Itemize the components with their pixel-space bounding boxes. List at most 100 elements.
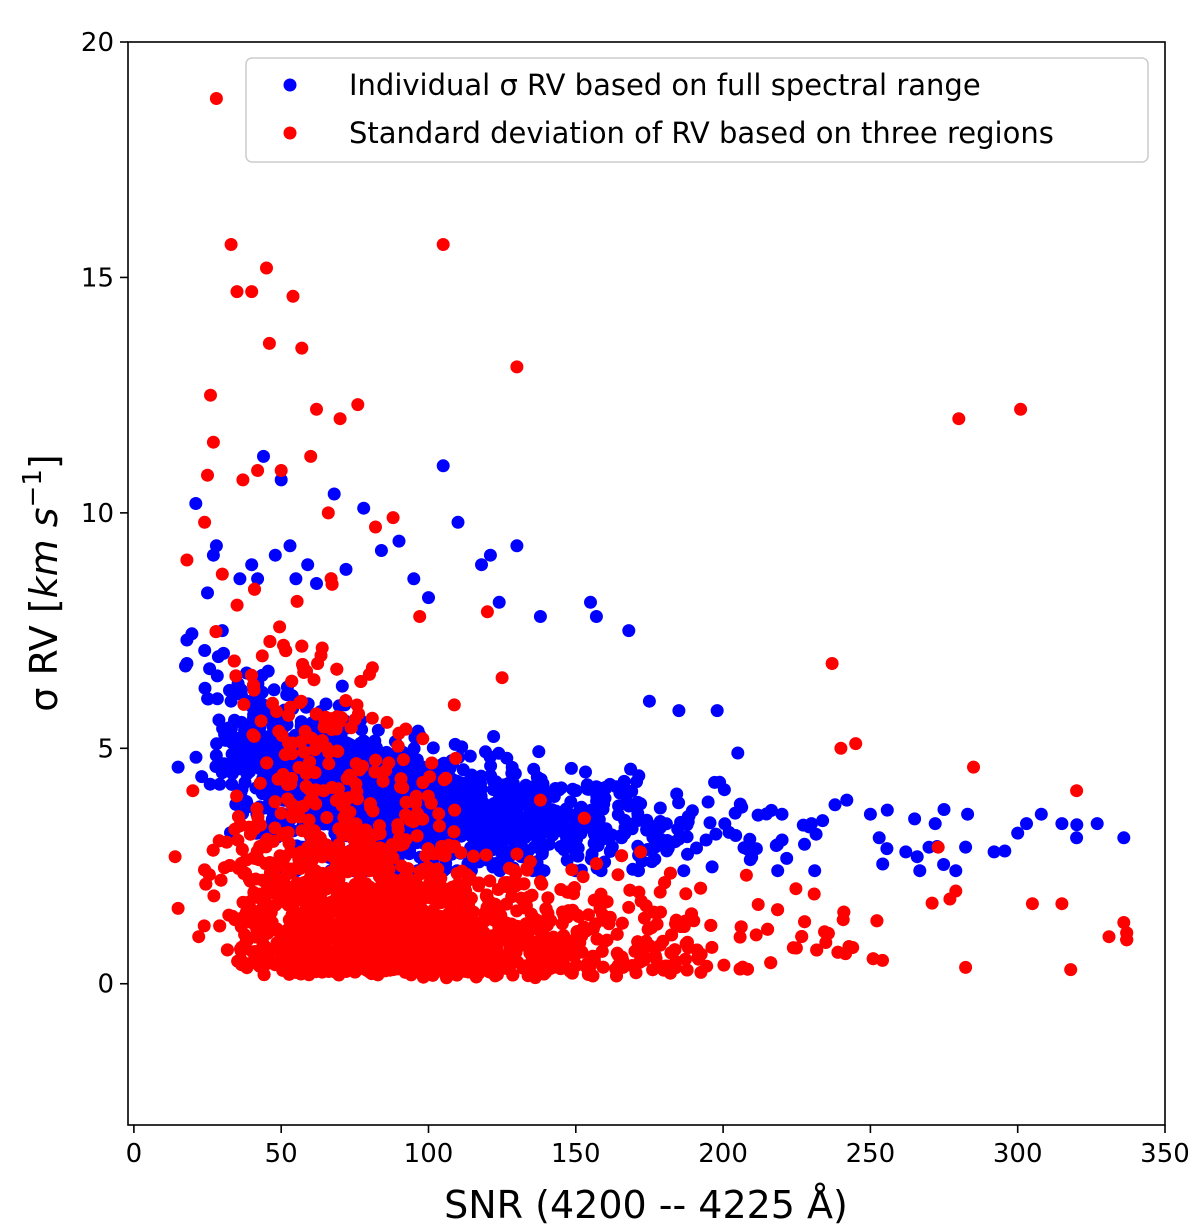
x-tick-label: 0 <box>126 1139 143 1169</box>
red-point <box>320 811 334 824</box>
red-point <box>425 756 439 770</box>
y-tick-label: 10 <box>81 499 114 529</box>
red-point <box>432 819 446 833</box>
red-point <box>647 905 661 919</box>
blue-point-outlier <box>339 562 353 576</box>
blue-point-outlier <box>189 497 203 510</box>
blue-point <box>218 728 232 741</box>
red-point <box>577 811 591 825</box>
red-point <box>389 918 403 932</box>
red-point <box>314 918 328 932</box>
y-axis-label-main: σ RV [ <box>22 598 66 711</box>
blue-point <box>226 767 239 780</box>
blue-point <box>880 803 894 817</box>
red-point <box>653 938 667 952</box>
red-point <box>334 921 348 935</box>
blue-point-outlier <box>327 487 341 501</box>
red-point-outlier <box>171 901 185 915</box>
red-point <box>717 958 731 972</box>
red-point <box>223 859 237 872</box>
blue-point <box>949 864 963 878</box>
red-point <box>365 965 379 979</box>
red-point <box>680 963 694 977</box>
blue-point <box>653 801 667 815</box>
blue-point <box>461 775 475 789</box>
red-point <box>522 935 536 949</box>
blue-point <box>458 788 472 802</box>
red-point <box>446 967 460 981</box>
red-point <box>368 895 382 909</box>
blue-point <box>253 746 267 760</box>
red-point <box>260 875 274 889</box>
red-point <box>255 649 269 663</box>
red-point <box>317 720 331 734</box>
blue-point <box>639 816 653 830</box>
blue-point <box>189 750 203 764</box>
red-point-outlier <box>1070 784 1084 798</box>
blue-point-outlier <box>233 572 247 586</box>
red-point <box>510 847 524 861</box>
red-point-outlier <box>436 238 450 251</box>
red-point <box>313 936 327 950</box>
blue-point <box>937 858 951 871</box>
red-point <box>507 863 521 877</box>
red-point <box>637 950 651 964</box>
red-point <box>443 919 457 933</box>
blue-point <box>654 820 667 834</box>
red-point-outlier <box>369 520 382 534</box>
red-point <box>330 710 344 724</box>
red-point <box>539 902 553 916</box>
red-point-outlier <box>480 605 494 619</box>
red-point <box>837 905 851 919</box>
red-point-outlier <box>295 341 309 355</box>
red-point <box>263 635 277 648</box>
blue-point-outlier <box>1055 817 1069 831</box>
red-point <box>704 918 718 932</box>
blue-point-outlier <box>392 534 406 548</box>
red-point-outlier <box>510 360 524 374</box>
blue-point <box>743 832 757 846</box>
blue-point-outlier <box>301 558 315 572</box>
red-point-outlier <box>186 784 200 798</box>
blue-point <box>505 760 519 774</box>
blue-point <box>487 857 501 871</box>
red-point <box>517 877 531 891</box>
blue-point <box>677 864 691 878</box>
red-point <box>386 839 400 853</box>
red-point <box>623 883 637 897</box>
red-point <box>423 883 437 897</box>
red-point-outlier <box>245 285 259 299</box>
red-point <box>207 889 221 903</box>
red-point <box>306 852 320 866</box>
red-point-outlier <box>209 92 223 105</box>
red-point <box>611 868 625 882</box>
red-point <box>866 952 880 966</box>
blue-point <box>238 776 252 789</box>
x-axis-ticks: 0 50 100 150 200 250 300 350 <box>126 1125 1190 1169</box>
red-point <box>679 937 693 951</box>
red-point <box>739 868 753 882</box>
blue-point <box>528 779 542 793</box>
blue-point <box>203 777 217 791</box>
red-point <box>272 724 286 738</box>
red-point <box>311 657 325 670</box>
red-point <box>254 714 268 728</box>
blue-point <box>474 776 487 790</box>
blue-point-outlier <box>1070 831 1084 845</box>
red-point <box>447 698 461 712</box>
red-point <box>282 836 296 850</box>
red-point <box>412 885 426 899</box>
red-point <box>637 911 651 925</box>
x-tick-label: 200 <box>698 1139 748 1169</box>
red-point <box>959 960 973 974</box>
blue-point <box>632 864 645 878</box>
red-point <box>645 921 658 935</box>
red-point <box>449 751 463 765</box>
red-point <box>490 900 503 913</box>
red-point <box>309 797 323 811</box>
red-point <box>586 969 600 983</box>
blue-point <box>533 833 547 847</box>
blue-point <box>463 749 477 763</box>
red-point <box>705 940 719 954</box>
blue-point <box>549 806 563 820</box>
